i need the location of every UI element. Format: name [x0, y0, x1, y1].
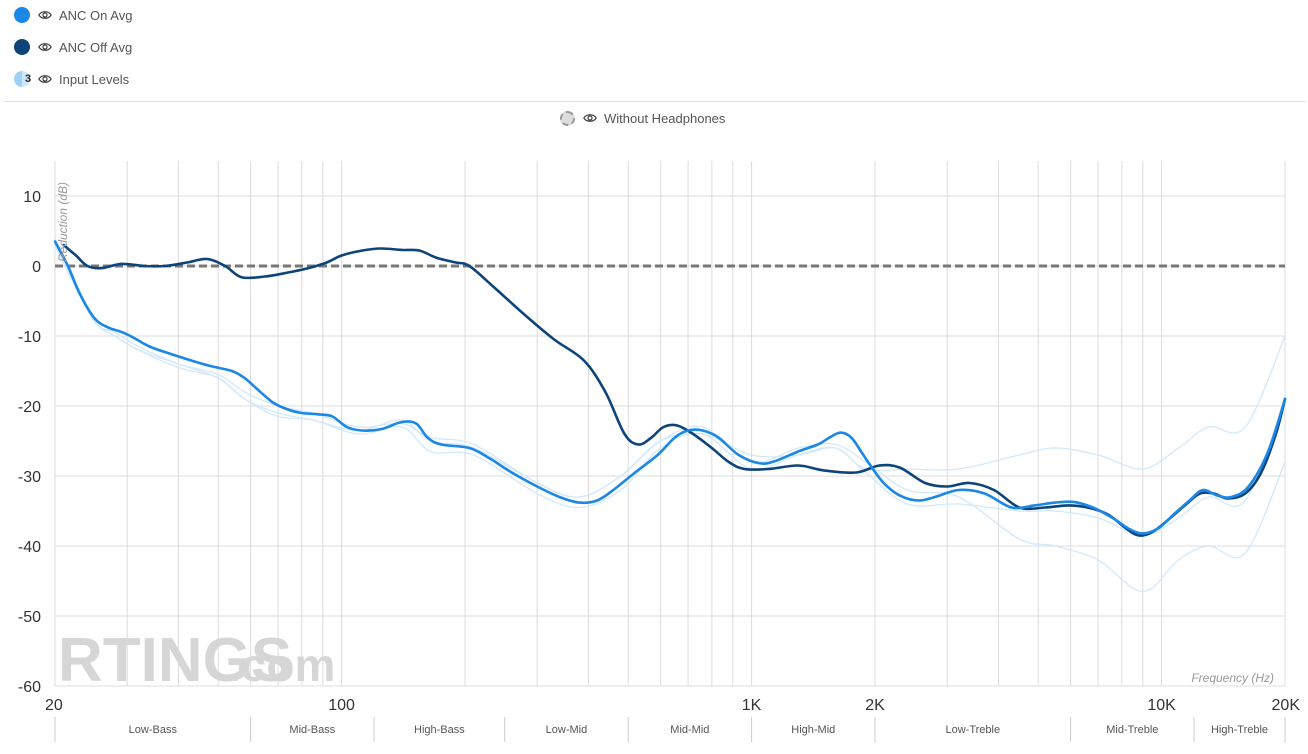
- y-tick-label: -20: [18, 399, 41, 416]
- eye-icon[interactable]: [38, 40, 52, 54]
- dashed-circle-icon[interactable]: [560, 110, 575, 126]
- y-axis-ticks: 10 0 -10 -20 -30 -40 -50 -60: [18, 189, 41, 696]
- without-headphones-label: Without Headphones: [604, 110, 726, 126]
- series-input-level-1: [54, 244, 1286, 498]
- series-lines: [53, 237, 1287, 593]
- y-tick-label: 10: [23, 189, 41, 206]
- x-axis-ticks: 20 100 1K 2K 10K 20K: [45, 697, 1300, 714]
- series-input-level-2: [54, 237, 1286, 593]
- band-label: Low-Mid: [546, 724, 588, 736]
- legend-item-anc-off[interactable]: ANC Off Avg: [14, 37, 132, 57]
- band-label: High-Treble: [1211, 724, 1268, 736]
- x-tick-label: 10K: [1147, 697, 1176, 714]
- watermark-suffix: .com: [228, 639, 335, 691]
- x-axis-label: Frequency (Hz): [1191, 671, 1274, 685]
- rtings-watermark: RTINGS .com: [58, 626, 335, 695]
- without-headphones-toggle[interactable]: Without Headphones: [560, 108, 725, 128]
- input-levels-count-badge: 3: [25, 73, 32, 85]
- y-tick-label: -60: [18, 679, 41, 696]
- legend-label-anc-on: ANC On Avg: [59, 7, 133, 23]
- legend-label-input-levels: Input Levels: [59, 71, 130, 87]
- band-label: High-Bass: [414, 724, 465, 736]
- series-anc-off-avg: [62, 243, 1287, 537]
- legend-item-input-levels[interactable]: 3 Input Levels: [14, 69, 129, 89]
- y-tick-label: -40: [18, 539, 41, 556]
- band-label: Low-Bass: [129, 724, 178, 736]
- y-tick-label: -50: [18, 609, 41, 626]
- x-tick-label: 1K: [742, 697, 762, 714]
- anc-off-swatch[interactable]: [14, 39, 30, 55]
- band-label: Mid-Mid: [670, 724, 709, 736]
- legend-item-anc-on[interactable]: ANC On Avg: [14, 5, 132, 25]
- y-axis-label: Reduction (dB): [56, 182, 70, 262]
- legend-label-anc-off: ANC Off Avg: [59, 39, 133, 55]
- x-tick-label: 20K: [1272, 697, 1301, 714]
- y-tick-label: 0: [32, 259, 41, 276]
- legend-divider: [4, 101, 1306, 102]
- band-label: Low-Treble: [945, 724, 1000, 736]
- series-input-level-3: [54, 244, 1286, 537]
- y-tick-label: -30: [18, 469, 41, 486]
- frequency-bands: Low-Bass Mid-Bass High-Bass Low-Mid Mid-Mid H…: [54, 717, 1286, 742]
- band-label: Mid-Treble: [1106, 724, 1158, 736]
- band-label: Mid-Bass: [289, 724, 335, 736]
- series-anc-on-avg: [53, 240, 1287, 535]
- watermark-brand: RTINGS: [58, 626, 292, 695]
- eye-icon[interactable]: [38, 72, 52, 86]
- x-tick-label: 2K: [865, 697, 885, 714]
- input-levels-swatch[interactable]: [14, 71, 30, 87]
- x-tick-label: 100: [328, 697, 355, 714]
- eye-icon[interactable]: [38, 8, 52, 22]
- x-tick-label: 20: [45, 697, 63, 714]
- anc-on-swatch[interactable]: [14, 7, 30, 23]
- grid-lines: [54, 161, 1286, 687]
- eye-icon[interactable]: [583, 111, 597, 125]
- band-label: High-Mid: [791, 724, 835, 736]
- y-tick-label: -10: [18, 329, 41, 346]
